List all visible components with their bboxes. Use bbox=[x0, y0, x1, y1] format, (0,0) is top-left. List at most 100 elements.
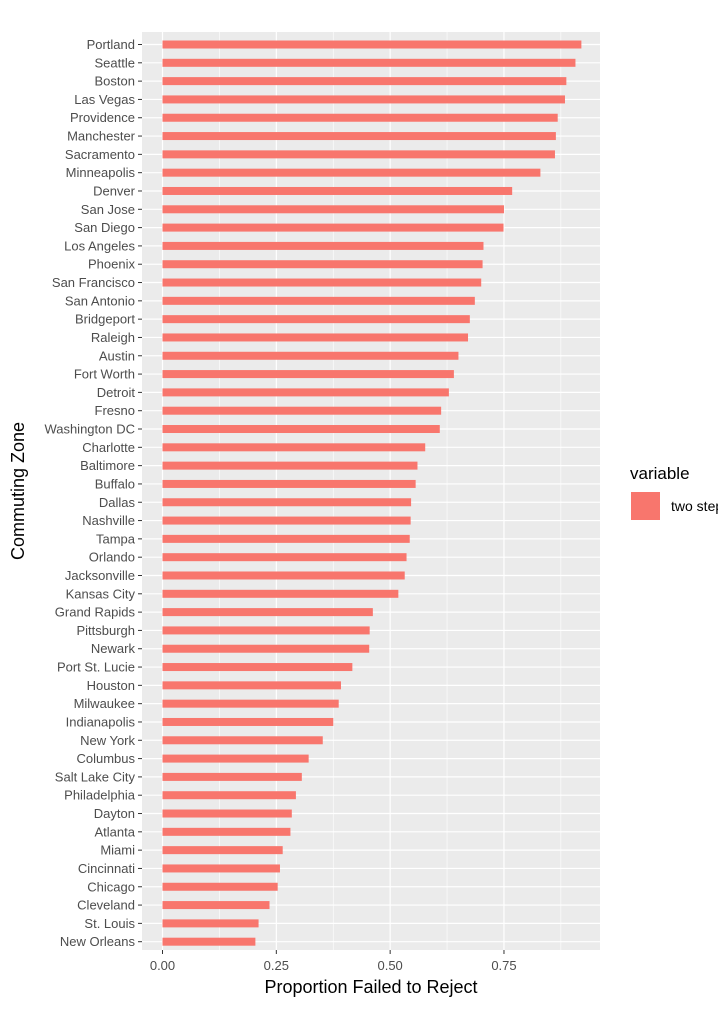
legend-label-two-step: two step bbox=[671, 498, 718, 514]
y-tick-label: Milwaukee bbox=[74, 696, 135, 711]
bar bbox=[162, 571, 405, 580]
y-tick-label: Manchester bbox=[67, 129, 136, 144]
y-tick-label: Seattle bbox=[95, 55, 135, 70]
bar bbox=[162, 461, 418, 470]
bar bbox=[162, 205, 504, 214]
y-tick-label: Boston bbox=[95, 74, 135, 89]
bar bbox=[162, 937, 256, 946]
y-tick-label: Denver bbox=[93, 183, 136, 198]
legend-title: variable bbox=[630, 464, 690, 483]
y-tick-label: Chicago bbox=[87, 879, 135, 894]
y-tick-label: Fort Worth bbox=[74, 367, 135, 382]
bars bbox=[162, 40, 582, 946]
bar bbox=[162, 223, 504, 232]
y-tick-label: Austin bbox=[99, 348, 135, 363]
y-tick-label: Miami bbox=[100, 843, 135, 858]
bar bbox=[162, 260, 483, 269]
bar bbox=[162, 534, 410, 543]
y-tick-label: Bridgeport bbox=[75, 312, 135, 327]
y-tick-label: Houston bbox=[87, 678, 135, 693]
y-tick-label: St. Louis bbox=[84, 916, 135, 931]
bar bbox=[162, 553, 407, 562]
bar bbox=[162, 516, 411, 525]
x-axis-ticks: 0.00 0.25 0.50 0.75 bbox=[150, 950, 517, 973]
y-tick-label: Pittsburgh bbox=[76, 623, 135, 638]
y-tick-label: Indianapolis bbox=[66, 714, 136, 729]
bar bbox=[162, 278, 482, 287]
bar bbox=[162, 241, 484, 250]
y-tick-label: San Diego bbox=[74, 220, 135, 235]
bar bbox=[162, 168, 541, 177]
y-tick-label: New York bbox=[80, 733, 135, 748]
y-tick-label: Raleigh bbox=[91, 330, 135, 345]
bar bbox=[162, 864, 280, 873]
bar bbox=[162, 77, 567, 86]
bar bbox=[162, 315, 470, 324]
bar bbox=[162, 479, 416, 488]
y-tick-label: Minneapolis bbox=[66, 165, 136, 180]
bar bbox=[162, 882, 278, 891]
bar bbox=[162, 370, 454, 379]
x-tick-label: 0.50 bbox=[377, 958, 402, 973]
y-tick-label: Providence bbox=[70, 110, 135, 125]
y-tick-label: Tampa bbox=[96, 531, 136, 546]
bar bbox=[162, 150, 555, 159]
y-tick-label: Baltimore bbox=[80, 458, 135, 473]
y-tick-label: Nashville bbox=[82, 513, 135, 528]
y-tick-label: Cleveland bbox=[77, 898, 135, 913]
y-tick-label: Fresno bbox=[95, 403, 135, 418]
y-tick-label: Kansas City bbox=[66, 586, 136, 601]
y-tick-label: Philadelphia bbox=[64, 788, 136, 803]
bar bbox=[162, 498, 412, 507]
y-tick-label: Sacramento bbox=[65, 147, 135, 162]
y-tick-label: Port St. Lucie bbox=[57, 660, 135, 675]
y-tick-label: Portland bbox=[87, 37, 135, 52]
bar bbox=[162, 443, 426, 452]
y-axis-ticks: Portland Seattle Boston Las Vegas Providence… bbox=[44, 37, 142, 949]
bar bbox=[162, 754, 309, 763]
y-tick-label: Grand Rapids bbox=[55, 605, 136, 620]
bar bbox=[162, 406, 442, 415]
y-tick-label: Dayton bbox=[94, 806, 135, 821]
bar bbox=[162, 132, 556, 141]
legend-key-two-step bbox=[631, 492, 660, 520]
y-tick-label: Salt Lake City bbox=[55, 769, 136, 784]
y-tick-label: Detroit bbox=[97, 385, 136, 400]
x-tick-label: 0.25 bbox=[264, 958, 289, 973]
y-tick-label: Atlanta bbox=[95, 824, 136, 839]
y-tick-label: New Orleans bbox=[60, 934, 136, 949]
bar bbox=[162, 791, 296, 800]
y-tick-label: Las Vegas bbox=[74, 92, 135, 107]
bar bbox=[162, 113, 558, 122]
y-tick-label: Buffalo bbox=[95, 476, 135, 491]
y-axis-title: Commuting Zone bbox=[8, 422, 28, 560]
bar bbox=[162, 644, 370, 653]
y-tick-label: Columbus bbox=[76, 751, 135, 766]
bar bbox=[162, 333, 469, 342]
bar bbox=[162, 901, 270, 910]
bar bbox=[162, 919, 259, 928]
y-tick-label: Phoenix bbox=[88, 257, 135, 272]
bar bbox=[162, 717, 334, 726]
y-tick-label: Dallas bbox=[99, 495, 136, 510]
y-tick-label: Cincinnati bbox=[78, 861, 135, 876]
bar bbox=[162, 95, 565, 104]
x-axis-title: Proportion Failed to Reject bbox=[264, 977, 477, 997]
bar bbox=[162, 296, 475, 305]
x-tick-label: 0.00 bbox=[150, 958, 175, 973]
bar bbox=[162, 589, 399, 598]
bar bbox=[162, 388, 449, 397]
bar bbox=[162, 40, 582, 49]
y-tick-label: Newark bbox=[91, 641, 136, 656]
y-tick-label: Orlando bbox=[89, 550, 135, 565]
y-tick-label: Charlotte bbox=[82, 440, 135, 455]
y-tick-label: San Antonio bbox=[65, 293, 135, 308]
bar bbox=[162, 699, 339, 708]
bar bbox=[162, 827, 291, 836]
bar bbox=[162, 809, 292, 818]
bar bbox=[162, 626, 370, 635]
bar bbox=[162, 425, 440, 434]
bar bbox=[162, 681, 341, 690]
bar bbox=[162, 663, 353, 672]
